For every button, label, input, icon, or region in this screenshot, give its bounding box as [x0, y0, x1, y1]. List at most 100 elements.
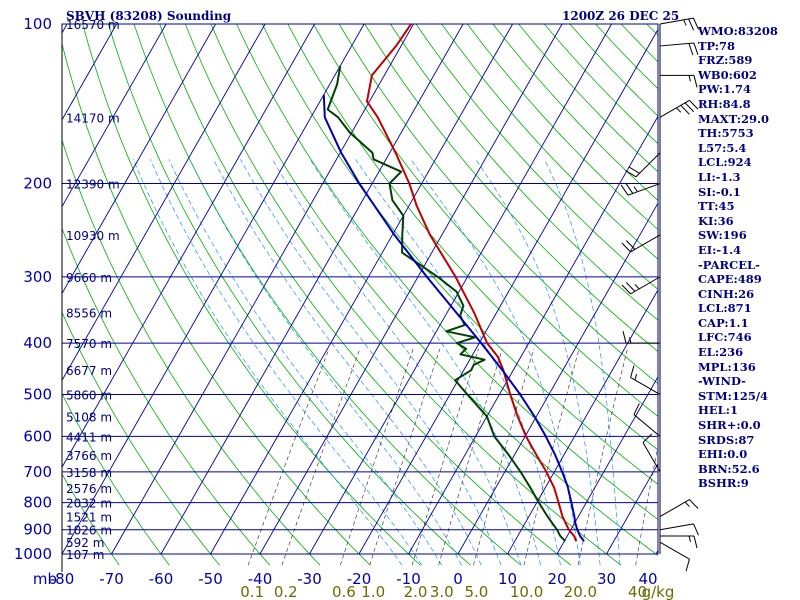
- isotherm: [556, 375, 658, 555]
- temperature-label: -10: [396, 570, 421, 588]
- parameter-item: EHI:0.0: [698, 447, 748, 462]
- parameter-item: EI:-1.4: [698, 242, 742, 257]
- moist-adiabat: [132, 159, 403, 566]
- wind-barb-staff: [659, 42, 694, 47]
- wind-barb-half-flag: [634, 373, 638, 381]
- wind-barb-flag: [621, 284, 631, 295]
- wind-barb-flag: [625, 182, 634, 194]
- temperature-label: 20: [547, 570, 566, 588]
- temperature-label: 0: [453, 570, 463, 588]
- parameter-item: KI:36: [698, 213, 734, 228]
- isotherm: [210, 24, 513, 555]
- isotherm: [111, 24, 414, 555]
- height-label: 1521 m: [66, 511, 112, 525]
- wind-barb-flag: [689, 499, 699, 509]
- moist-adiabat: [410, 159, 581, 566]
- dry-adiabat: [62, 473, 120, 566]
- wind-barb-staff: [630, 234, 661, 253]
- parameter-item: TP:78: [698, 38, 736, 53]
- wind-barb-staff: [630, 377, 661, 395]
- wind-barb: [659, 541, 690, 572]
- wind-barb-flag: [625, 282, 636, 292]
- moist-adiabat: [271, 159, 522, 566]
- wind-barb: [621, 276, 661, 295]
- mixing-ratio-label: 2.0: [404, 583, 428, 600]
- dry-adiabat: [338, 24, 658, 385]
- height-label: 592 m: [66, 536, 104, 550]
- wind-barb: [622, 330, 660, 344]
- isotherm: [309, 24, 612, 555]
- isotherm: [259, 24, 563, 555]
- wind-barb: [659, 523, 699, 536]
- height-label: 8556 m: [66, 306, 112, 320]
- dry-adiabat: [62, 138, 321, 566]
- pressure-unit-label: mb: [33, 570, 57, 588]
- parameter-item: CAPE:489: [698, 272, 762, 287]
- parameter-item: PW:1.74: [698, 82, 752, 97]
- parameter-item: SW:196: [698, 228, 747, 243]
- wind-barb-flag: [625, 170, 637, 178]
- wind-barb-flag: [693, 535, 698, 549]
- temperature-label: -30: [297, 570, 322, 588]
- isotherm: [457, 202, 658, 555]
- dry-adiabat: [389, 24, 658, 321]
- dry-adiabat: [107, 24, 471, 566]
- parameter-item: WB0:602: [698, 67, 757, 82]
- mixing-ratio-line: [523, 348, 580, 566]
- height-label: 3766 m: [66, 449, 112, 463]
- dry-adiabat: [313, 24, 658, 417]
- wind-barb-flag: [693, 17, 699, 30]
- isotherm: [507, 289, 658, 555]
- parameter-item: LCL:924: [698, 155, 752, 170]
- temperature-label: 10: [498, 570, 517, 588]
- pressure-label: 500: [23, 385, 52, 403]
- height-label: 7570 m: [66, 337, 112, 351]
- pressure-label: 900: [23, 521, 52, 539]
- wind-barb-flag: [620, 184, 629, 196]
- height-label: 6677 m: [66, 364, 112, 378]
- moist-adiabat: [475, 159, 601, 566]
- mixing-ratio-label: 0.1: [240, 583, 264, 600]
- wind-barb: [630, 365, 661, 395]
- pressure-label: 800: [23, 494, 52, 512]
- temperature-label: -60: [149, 570, 174, 588]
- height-label: 5108 m: [66, 410, 112, 424]
- mixing-ratio-label: 40: [628, 583, 647, 600]
- mixing-ratio-label: 20.0: [564, 583, 597, 600]
- wind-barb-flag: [630, 365, 635, 378]
- parameter-item: RH:84.8: [698, 96, 751, 111]
- parameter-item: LCL:871: [698, 301, 752, 316]
- dry-adiabat: [415, 24, 658, 290]
- mixing-ratio-line: [369, 348, 441, 566]
- wind-barb: [620, 182, 661, 196]
- moist-adiabat: [149, 159, 423, 566]
- temperature-label: -80: [50, 570, 75, 588]
- pressure-label: 400: [23, 334, 52, 352]
- height-label: 16570 m: [66, 18, 120, 32]
- moist-adiabat: [309, 159, 542, 566]
- parameter-item: CAP:1.1: [698, 315, 749, 330]
- wind-barb-half-flag: [683, 19, 687, 26]
- mixing-ratio-line: [577, 348, 628, 566]
- height-label: 107 m: [66, 548, 104, 562]
- pressure-label: 700: [23, 463, 52, 481]
- parcel-trace: [322, 94, 585, 542]
- valid-time: 1200Z 26 DEC 25: [562, 9, 680, 23]
- moist-adiabat: [355, 159, 561, 566]
- isotherm: [358, 28, 658, 555]
- dry-adiabat: [82, 24, 421, 566]
- dry-adiabat: [236, 24, 658, 520]
- moist-adiabat: [240, 159, 502, 566]
- wind-barb-half-flag: [684, 501, 690, 507]
- wind-barb-flag: [693, 523, 699, 536]
- parameter-item: SRDS:87: [698, 432, 755, 447]
- wind-barb-flag: [621, 242, 631, 253]
- moist-adiabat: [213, 159, 482, 566]
- parameter-item: TH:5753: [698, 126, 754, 141]
- height-label: 2032 m: [66, 497, 112, 511]
- parameter-item: HEL:1: [698, 403, 738, 418]
- parameter-item: -WIND-: [698, 374, 746, 389]
- wind-barb-flag: [628, 166, 640, 174]
- isotherm: [0, 24, 18, 554]
